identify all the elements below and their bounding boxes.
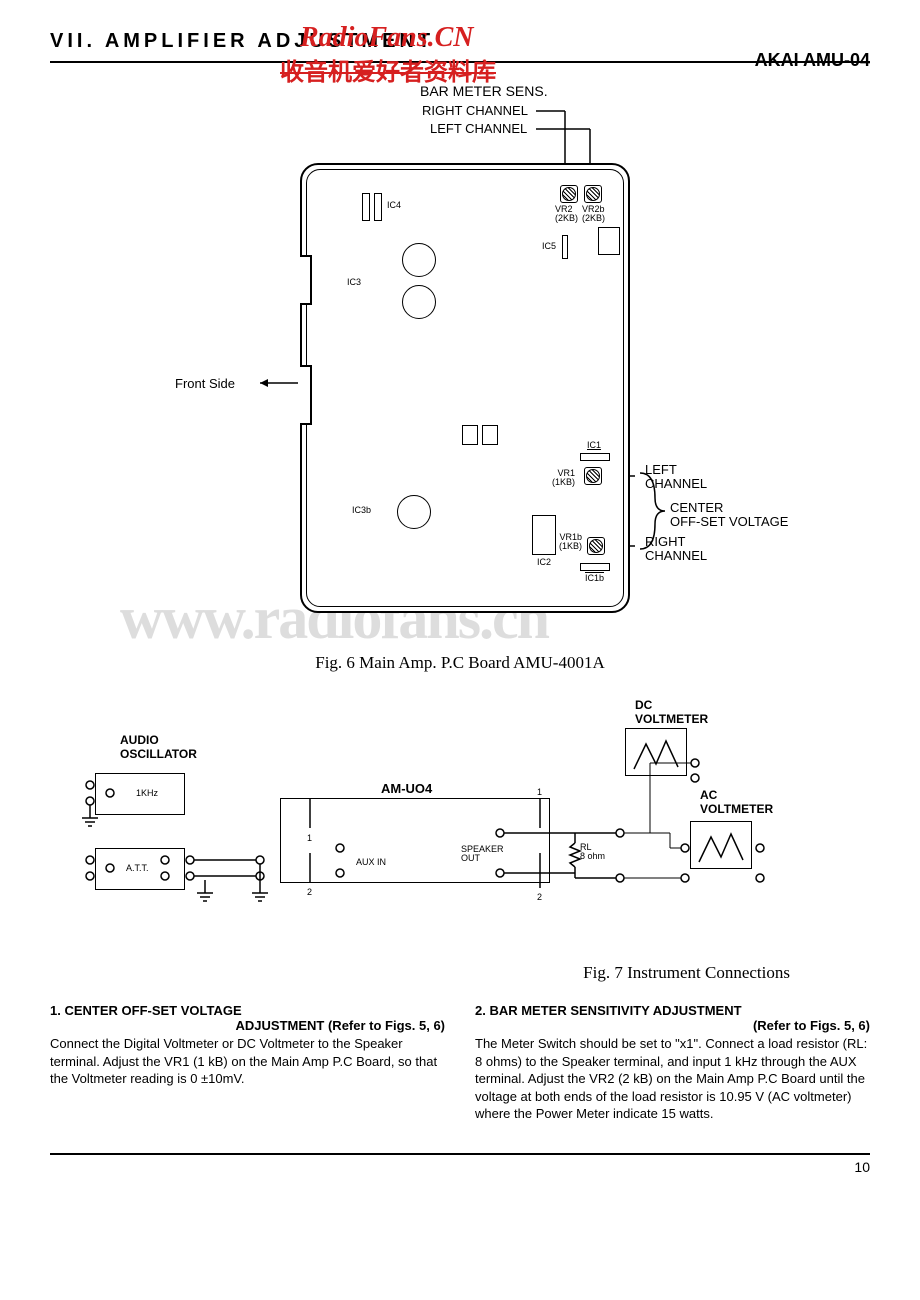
instrument-diagram: AUDIO OSCILLATOR DC VOLTMETER AC VOLTMET… bbox=[50, 693, 870, 953]
ic3b-label: IC3b bbox=[352, 505, 371, 515]
ic1b-label: IC1b bbox=[585, 573, 604, 583]
adjustment-text: 1. CENTER OFF-SET VOLTAGE ADJUSTMENT (Re… bbox=[50, 1003, 870, 1123]
svg-text:1: 1 bbox=[537, 787, 542, 797]
page-number: 10 bbox=[0, 1155, 920, 1175]
pcb-board-outline: IC4 VR2 (2KB) VR2b (2KB) IC5 IC3 IC3b IC… bbox=[300, 163, 630, 613]
ic1-rect bbox=[580, 453, 610, 461]
ic3-label: IC3 bbox=[347, 277, 361, 287]
front-side-label: Front Side bbox=[175, 376, 235, 391]
instrument-wiring: 1 2 1 2 bbox=[50, 693, 870, 953]
s2-body: The Meter Switch should be set to "x1". … bbox=[475, 1035, 870, 1123]
svg-text:2: 2 bbox=[307, 887, 312, 897]
vr2-trimmer bbox=[560, 185, 578, 203]
ic2-label: IC2 bbox=[537, 557, 551, 567]
col-2: 2. BAR METER SENSITIVITY ADJUSTMENT (Ref… bbox=[475, 1003, 870, 1123]
vr1b-trimmer bbox=[587, 537, 605, 555]
s1-ref: ADJUSTMENT (Refer to Figs. 5, 6) bbox=[50, 1018, 445, 1033]
ic5-component bbox=[562, 235, 568, 259]
ic3-bot-circle bbox=[402, 285, 436, 319]
vr1-trimmer bbox=[584, 467, 602, 485]
svg-text:1: 1 bbox=[307, 833, 312, 843]
ic3-top-circle bbox=[402, 243, 436, 277]
svg-text:2: 2 bbox=[537, 892, 542, 902]
fig7-caption: Fig. 7 Instrument Connections bbox=[0, 963, 920, 983]
watermark-url: RadioFans.CN bbox=[300, 22, 474, 54]
vr2b-label: VR2b (2KB) bbox=[582, 205, 605, 223]
s1-title: 1. CENTER OFF-SET VOLTAGE bbox=[50, 1003, 445, 1018]
vr1b-label: VR1b (1KB) bbox=[559, 533, 582, 551]
pcb-diagram: BAR METER SENS. RIGHT CHANNEL LEFT CHANN… bbox=[160, 83, 760, 643]
s1-body: Connect the Digital Voltmeter or DC Volt… bbox=[50, 1035, 445, 1088]
ic2-rect bbox=[532, 515, 556, 555]
ic3b-circle bbox=[397, 495, 431, 529]
ic5-label: IC5 bbox=[542, 241, 556, 251]
sq1 bbox=[462, 425, 478, 445]
right-channel-label: RIGHT CHANNEL bbox=[645, 535, 707, 564]
ic4-label: IC4 bbox=[387, 200, 401, 210]
fig6-caption: Fig. 6 Main Amp. P.C Board AMU-4001A bbox=[0, 653, 920, 673]
sq2 bbox=[482, 425, 498, 445]
ic4-component bbox=[362, 193, 370, 221]
watermark-cn: 收音机爱好者资料库 bbox=[280, 52, 496, 87]
page-header: VII. AMPLIFIER ADJUSTMENT RadioFans.CN 收… bbox=[0, 0, 920, 53]
s2-title: 2. BAR METER SENSITIVITY ADJUSTMENT bbox=[475, 1003, 870, 1018]
vr1-label: VR1 (1KB) bbox=[552, 469, 575, 487]
left-channel-label: LEFT CHANNEL bbox=[645, 463, 707, 492]
col-1: 1. CENTER OFF-SET VOLTAGE ADJUSTMENT (Re… bbox=[50, 1003, 445, 1123]
ic4-component-b bbox=[374, 193, 382, 221]
vr2-label: VR2 (2KB) bbox=[555, 205, 578, 223]
vr2b-trimmer bbox=[584, 185, 602, 203]
center-offset-label: CENTER OFF-SET VOLTAGE bbox=[670, 501, 788, 530]
ic1b-rect bbox=[580, 563, 610, 571]
s2-ref: (Refer to Figs. 5, 6) bbox=[475, 1018, 870, 1033]
model-label: AKAI AMU-04 bbox=[755, 50, 870, 71]
ic1-label: IC1 bbox=[587, 440, 601, 450]
small-rect-top bbox=[598, 227, 620, 255]
